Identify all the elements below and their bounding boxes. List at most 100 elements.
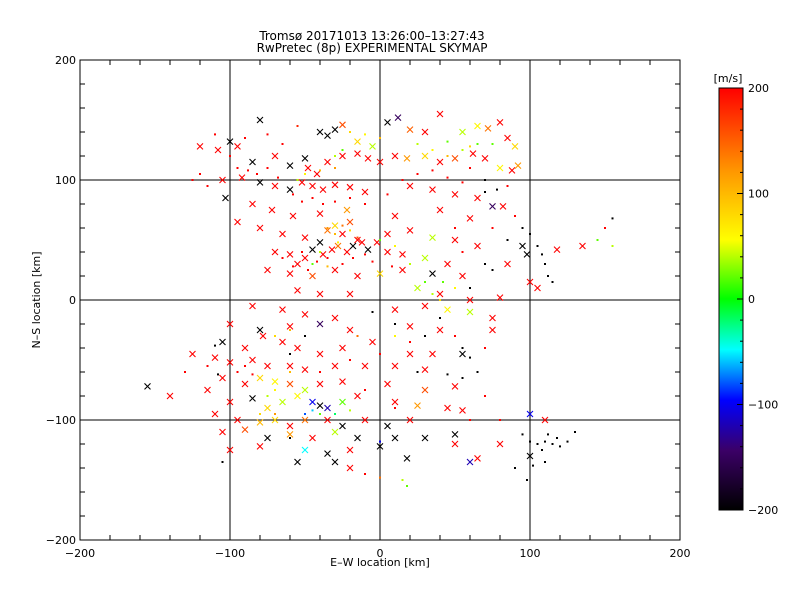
data-point-cross [294, 458, 301, 466]
data-point-dot [292, 193, 294, 196]
data-point-dot [244, 365, 246, 367]
data-point-cross [489, 203, 496, 210]
data-point-dot [521, 227, 524, 229]
data-point-cross [324, 404, 331, 412]
data-point-dot [247, 169, 249, 172]
data-point-cross [391, 212, 399, 220]
data-point-cross [264, 404, 271, 412]
data-point-cross [241, 344, 249, 352]
data-point-cross [328, 246, 336, 253]
data-point-cross [309, 246, 316, 253]
data-point-dot [229, 155, 231, 157]
data-point-dot [461, 347, 464, 349]
data-point-cross [301, 366, 309, 373]
data-point-dot [544, 461, 546, 463]
data-point-dot [266, 133, 269, 136]
data-point-cross [358, 239, 366, 246]
data-point-dot [574, 431, 576, 433]
data-point-dot [334, 155, 336, 157]
data-point-dot [334, 167, 336, 169]
data-point-cross [219, 338, 226, 346]
data-point-cross [364, 246, 372, 253]
data-point-dot [544, 440, 546, 443]
data-point-cross [474, 455, 481, 462]
data-point-dot [371, 311, 374, 313]
data-point-dot [217, 373, 219, 376]
data-point-dot [439, 317, 441, 319]
data-point-cross [421, 128, 429, 136]
data-point-cross [489, 326, 496, 334]
data-point-dot [281, 143, 284, 145]
data-point-cross [429, 186, 436, 193]
data-point-cross [354, 272, 361, 280]
data-point-cross [316, 320, 324, 328]
data-point-dot [406, 485, 408, 487]
data-point-cross [421, 254, 429, 262]
data-point-dot [322, 203, 324, 205]
data-point-cross [339, 398, 346, 406]
data-point-cross [511, 143, 519, 150]
data-point-dot [446, 140, 449, 143]
data-point-cross [331, 126, 339, 133]
data-point-cross [349, 242, 357, 250]
data-point-dot [544, 263, 546, 265]
data-point-cross [481, 155, 489, 162]
data-point-cross [534, 284, 541, 292]
data-point-cross [369, 143, 376, 150]
data-point-cross [429, 270, 436, 277]
data-point-cross [286, 431, 294, 438]
data-point-cross [301, 234, 309, 241]
data-point-cross [466, 458, 474, 466]
data-point-cross [436, 158, 444, 166]
data-point-dot [394, 323, 396, 325]
data-point-dot [521, 433, 524, 436]
data-point-cross [391, 152, 399, 160]
data-point-dot [476, 371, 479, 373]
data-point-dot [491, 227, 494, 229]
data-point-cross [214, 146, 222, 154]
y-tick-label: 0 [69, 294, 76, 307]
data-point-dot [326, 227, 329, 229]
data-point-dot [319, 251, 321, 253]
data-point-cross [444, 404, 451, 412]
data-point-cross [301, 446, 309, 454]
data-point-cross [504, 134, 511, 142]
data-point-cross [219, 374, 226, 382]
data-point-dot [551, 281, 554, 283]
data-point-dot [349, 359, 351, 361]
data-point-dot [536, 443, 539, 445]
data-point-cross [279, 306, 286, 313]
data-point-dot [304, 335, 306, 337]
data-point-cross [403, 155, 411, 162]
data-point-cross [391, 362, 399, 370]
data-point-cross [421, 152, 429, 160]
data-point-cross [496, 294, 504, 301]
x-tick-label: −200 [65, 547, 95, 560]
data-point-dot [337, 241, 339, 244]
data-point-dot [547, 433, 549, 436]
data-point-dot [274, 335, 276, 337]
data-point-dot [304, 173, 306, 175]
data-point-cross [406, 323, 414, 330]
data-point-dot [349, 409, 351, 412]
data-point-dot [469, 356, 471, 359]
data-point-cross [343, 206, 351, 214]
data-point-cross [339, 121, 346, 129]
y-tick-label: −200 [46, 534, 76, 547]
colorbar-tick-label: 100 [748, 188, 769, 201]
data-point-dot [461, 181, 464, 184]
data-point-cross [421, 386, 429, 394]
data-point-cross [211, 354, 219, 361]
data-point-cross [354, 392, 361, 400]
data-point-cross [286, 162, 294, 169]
data-point-dot [506, 185, 509, 187]
data-point-dot [214, 344, 216, 347]
data-point-cross [376, 443, 384, 450]
data-point-cross [294, 260, 301, 268]
data-point-cross [406, 416, 414, 424]
data-point-dot [416, 143, 419, 145]
data-point-cross [451, 236, 459, 244]
colorbar-ticks: 200 100 0 −100 −200 [737, 82, 778, 517]
data-point-cross [166, 392, 174, 400]
data-point-cross [414, 284, 421, 292]
